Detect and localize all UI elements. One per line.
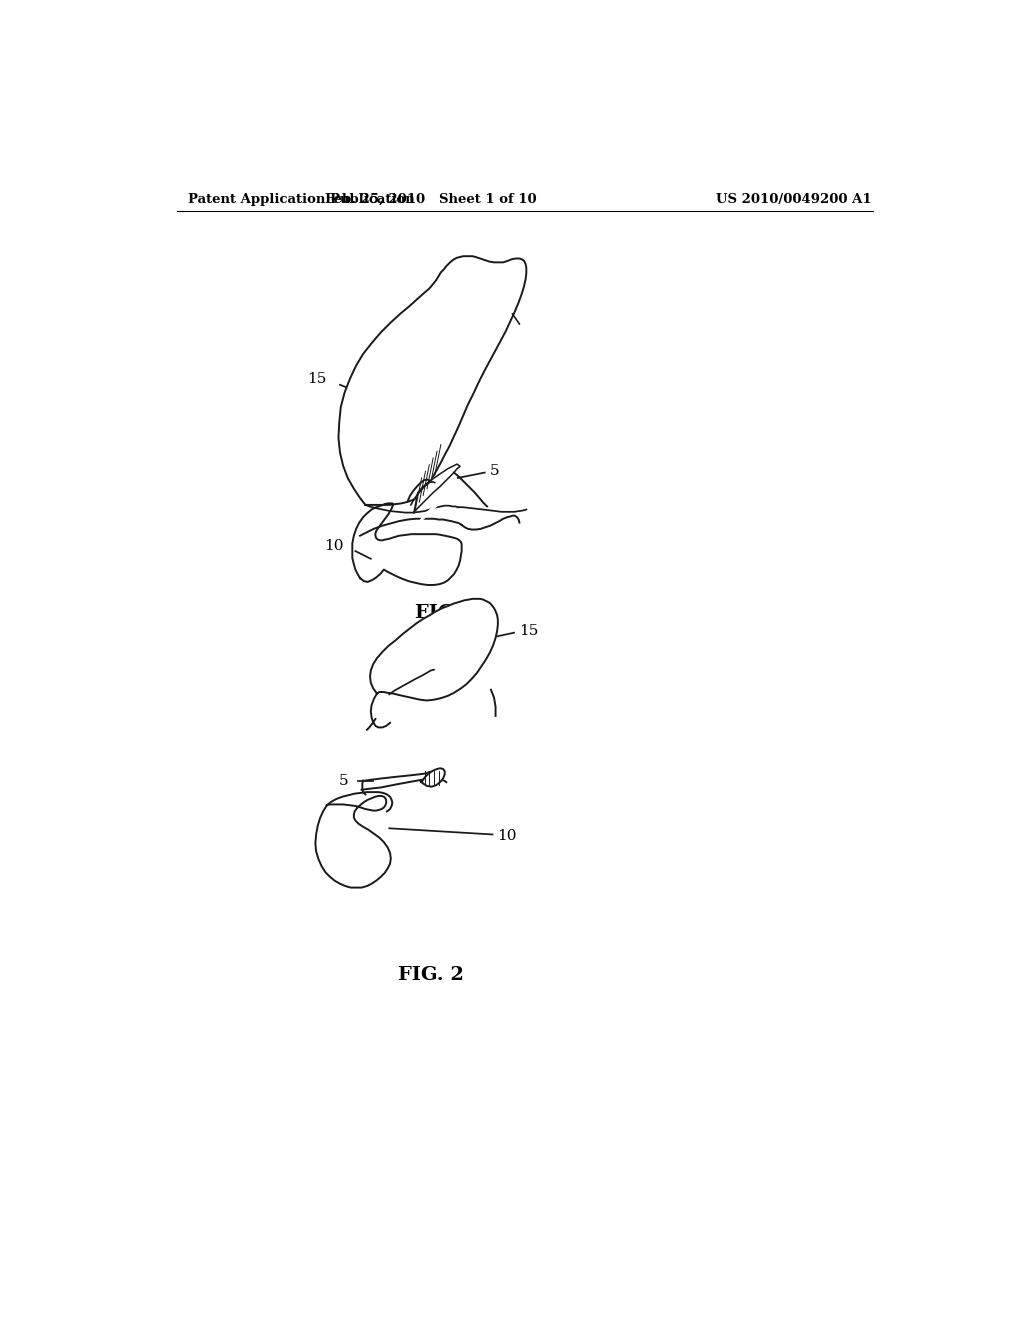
Text: Feb. 25, 2010   Sheet 1 of 10: Feb. 25, 2010 Sheet 1 of 10 [325, 193, 537, 206]
Text: FIG. 2: FIG. 2 [398, 966, 464, 983]
Polygon shape [421, 768, 444, 787]
Text: 10: 10 [325, 539, 344, 553]
Polygon shape [315, 796, 391, 887]
Text: 15: 15 [307, 372, 327, 387]
Text: 15: 15 [518, 624, 538, 638]
Polygon shape [352, 503, 462, 585]
Text: 5: 5 [489, 465, 499, 478]
Text: 5: 5 [339, 774, 348, 788]
Polygon shape [370, 599, 498, 701]
Polygon shape [416, 488, 455, 527]
Text: Patent Application Publication: Patent Application Publication [188, 193, 415, 206]
Polygon shape [414, 465, 460, 512]
Text: US 2010/0049200 A1: US 2010/0049200 A1 [716, 193, 871, 206]
Text: 10: 10 [497, 829, 516, 843]
Polygon shape [339, 256, 526, 506]
Text: FIG. 1: FIG. 1 [415, 603, 481, 622]
